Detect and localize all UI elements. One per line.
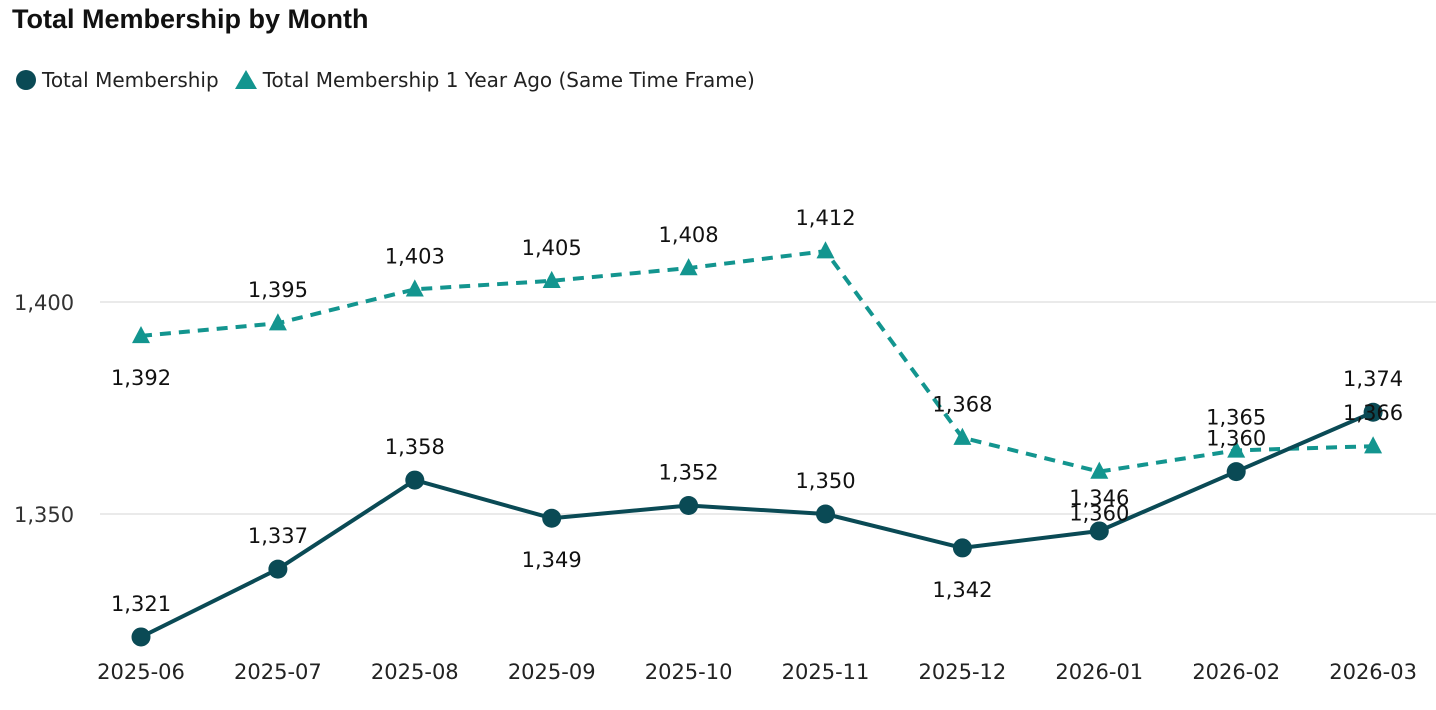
x-tick-label: 2026-03 (1329, 660, 1417, 684)
data-point-triangle (679, 258, 698, 276)
x-tick-label: 2025-10 (645, 660, 733, 684)
data-point-triangle (816, 241, 835, 259)
data-label-1-year-ago: 1,365 (1206, 405, 1266, 429)
data-label-total-membership: 1,321 (111, 592, 171, 616)
data-label-total-membership: 1,349 (522, 548, 582, 572)
x-tick-label: 2025-09 (508, 660, 596, 684)
data-point-circle (1089, 521, 1109, 541)
x-tick-label: 2025-12 (919, 660, 1007, 684)
circle-marker-icon (16, 70, 36, 90)
data-point-circle (542, 508, 562, 528)
y-tick-label: 1,400 (14, 291, 74, 315)
data-point-circle (1226, 462, 1246, 482)
data-label-1-year-ago: 1,360 (1069, 502, 1129, 526)
data-point-triangle (405, 279, 424, 297)
data-label-1-year-ago: 1,366 (1343, 401, 1403, 425)
x-tick-label: 2025-11 (782, 660, 870, 684)
series-line-total-membership (140, 410, 1374, 639)
x-tick-label: 2025-07 (234, 660, 322, 684)
x-tick-label: 2026-01 (1055, 660, 1143, 684)
data-point-triangle (953, 427, 972, 445)
data-label-1-year-ago: 1,403 (385, 244, 445, 268)
legend-label-total-membership-1-year-ago: Total Membership 1 Year Ago (Same Time F… (262, 68, 755, 92)
data-point-triangle (1227, 440, 1246, 458)
chart-title: Total Membership by Month (12, 4, 369, 34)
data-label-total-membership: 1,360 (1206, 427, 1266, 451)
data-point-circle (268, 559, 288, 579)
data-point-circle (816, 504, 835, 524)
data-point-circle (131, 627, 151, 647)
legend-item-total-membership-1-year-ago[interactable]: Total Membership 1 Year Ago (Same Time F… (233, 68, 755, 92)
x-tick-label: 2025-06 (97, 660, 185, 684)
data-label-total-membership: 1,342 (932, 578, 992, 602)
data-point-circle (405, 470, 425, 490)
y-tick-label: 1,350 (14, 503, 74, 527)
data-point-triangle (1364, 436, 1383, 454)
data-point-circle (952, 538, 972, 558)
data-point-triangle (542, 270, 561, 288)
triangle-marker-icon (234, 70, 257, 89)
data-label-total-membership: 1,346 (1069, 486, 1129, 510)
x-tick-label: 2026-02 (1192, 660, 1280, 684)
data-label-1-year-ago: 1,368 (932, 393, 992, 417)
data-label-total-membership: 1,352 (659, 461, 719, 485)
data-point-triangle (1090, 461, 1109, 479)
legend-label-total-membership: Total Membership (42, 68, 219, 92)
legend: Total Membership Total Membership 1 Year… (14, 68, 769, 92)
data-point-circle (1363, 402, 1383, 422)
data-label-total-membership: 1,374 (1343, 367, 1403, 391)
data-label-1-year-ago: 1,392 (111, 366, 171, 390)
data-label-total-membership: 1,350 (795, 469, 855, 493)
data-label-1-year-ago: 1,412 (795, 206, 855, 230)
data-point-triangle (268, 313, 287, 331)
data-label-total-membership: 1,337 (248, 524, 308, 548)
data-label-total-membership: 1,358 (385, 435, 445, 459)
series-line-1-year-ago (140, 249, 1374, 474)
x-tick-label: 2025-08 (371, 660, 459, 684)
legend-item-total-membership[interactable]: Total Membership (14, 68, 219, 92)
data-label-1-year-ago: 1,395 (248, 278, 308, 302)
data-label-1-year-ago: 1,405 (522, 236, 582, 260)
data-point-triangle (132, 326, 150, 344)
data-label-1-year-ago: 1,408 (659, 223, 719, 247)
data-point-circle (679, 496, 699, 516)
